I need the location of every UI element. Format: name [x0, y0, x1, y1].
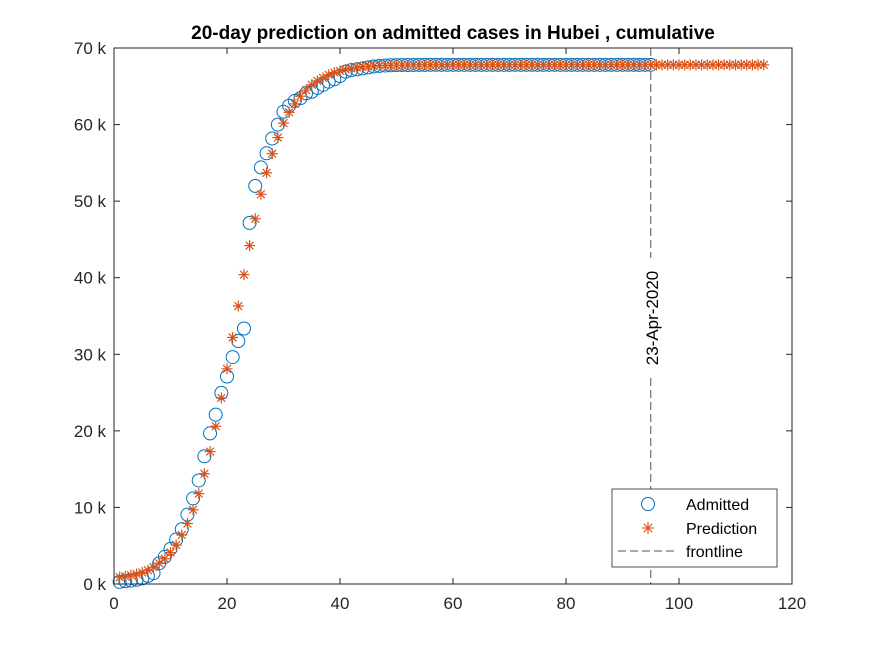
y-tick-label: 30 k	[74, 345, 107, 364]
admitted-point	[248, 178, 263, 193]
prediction-point	[278, 117, 289, 129]
y-tick-label: 0 k	[83, 575, 106, 594]
prediction-point	[317, 72, 329, 84]
admitted-point	[242, 215, 257, 230]
y-tick-label: 50 k	[74, 192, 107, 211]
prediction-point	[261, 167, 273, 179]
prediction-point	[181, 518, 193, 530]
prediction-point	[204, 446, 216, 458]
legend-box	[611, 488, 778, 568]
y-tick-label: 10 k	[74, 498, 107, 517]
prediction-point	[249, 213, 261, 225]
prediction-point	[328, 67, 340, 79]
x-tick-label: 40	[331, 594, 350, 613]
frontline-label: 23-Apr-2020	[643, 271, 662, 366]
prediction-point	[221, 363, 233, 375]
legend: Admitted Prediction frontline	[611, 488, 778, 568]
chart-title: 20-day prediction on admitted cases in H…	[191, 23, 715, 44]
prediction-point	[283, 106, 295, 118]
prediction-point	[170, 539, 182, 551]
prediction-point	[272, 132, 284, 144]
legend-admitted-marker	[641, 497, 655, 511]
prediction-point	[351, 62, 363, 74]
admitted-point	[208, 407, 223, 422]
prediction-point	[153, 557, 165, 569]
prediction-point	[215, 392, 227, 404]
admitted-point	[191, 473, 206, 488]
plot-area: 23-Apr-2020	[112, 48, 770, 589]
prediction-point	[227, 331, 239, 343]
prediction-point	[306, 79, 318, 91]
legend-admitted-label: Admitted	[686, 497, 749, 514]
prediction-point	[198, 468, 210, 480]
prediction-point	[193, 488, 205, 500]
prediction-point	[345, 62, 357, 74]
y-tick-label: 70 k	[74, 39, 107, 58]
x-tick-label: 0	[109, 594, 118, 613]
prediction-point	[232, 300, 244, 312]
x-tick-label: 80	[557, 594, 576, 613]
prediction-point	[176, 529, 188, 541]
admitted-point	[225, 350, 240, 365]
prediction-point	[114, 571, 126, 583]
y-tick-label: 40 k	[74, 269, 107, 288]
legend-frontline-label: frontline	[686, 544, 743, 561]
prediction-point	[210, 420, 222, 432]
legend-prediction-label: Prediction	[686, 521, 757, 538]
y-tick-label: 20 k	[74, 422, 107, 441]
prediction-point	[758, 59, 770, 71]
prediction-point	[238, 269, 250, 281]
admitted-point	[236, 321, 251, 336]
prediction-point	[311, 75, 323, 87]
prediction-point	[148, 561, 160, 573]
admitted-point	[197, 449, 212, 464]
prediction-point	[255, 188, 267, 200]
x-tick-label: 60	[444, 594, 463, 613]
legend-prediction-star	[642, 522, 654, 534]
x-tick-label: 100	[665, 594, 693, 613]
x-tick-label: 20	[218, 594, 237, 613]
x-tick-label: 120	[778, 594, 806, 613]
prediction-point	[289, 98, 301, 110]
prediction-point	[266, 148, 278, 160]
admitted-point	[231, 334, 246, 349]
y-tick-label: 60 k	[74, 116, 107, 135]
axes: 0 20 40 60 80 100 120 0 k 10 k 20 k 30 k 40 k 50 k 60…	[74, 39, 806, 613]
prediction-point	[187, 504, 199, 516]
prediction-point	[244, 240, 256, 252]
legend-prediction-marker	[642, 522, 654, 534]
prediction-point	[165, 547, 176, 559]
admitted-point	[253, 160, 268, 175]
prediction-point	[142, 564, 154, 576]
admitted-point	[203, 426, 218, 441]
